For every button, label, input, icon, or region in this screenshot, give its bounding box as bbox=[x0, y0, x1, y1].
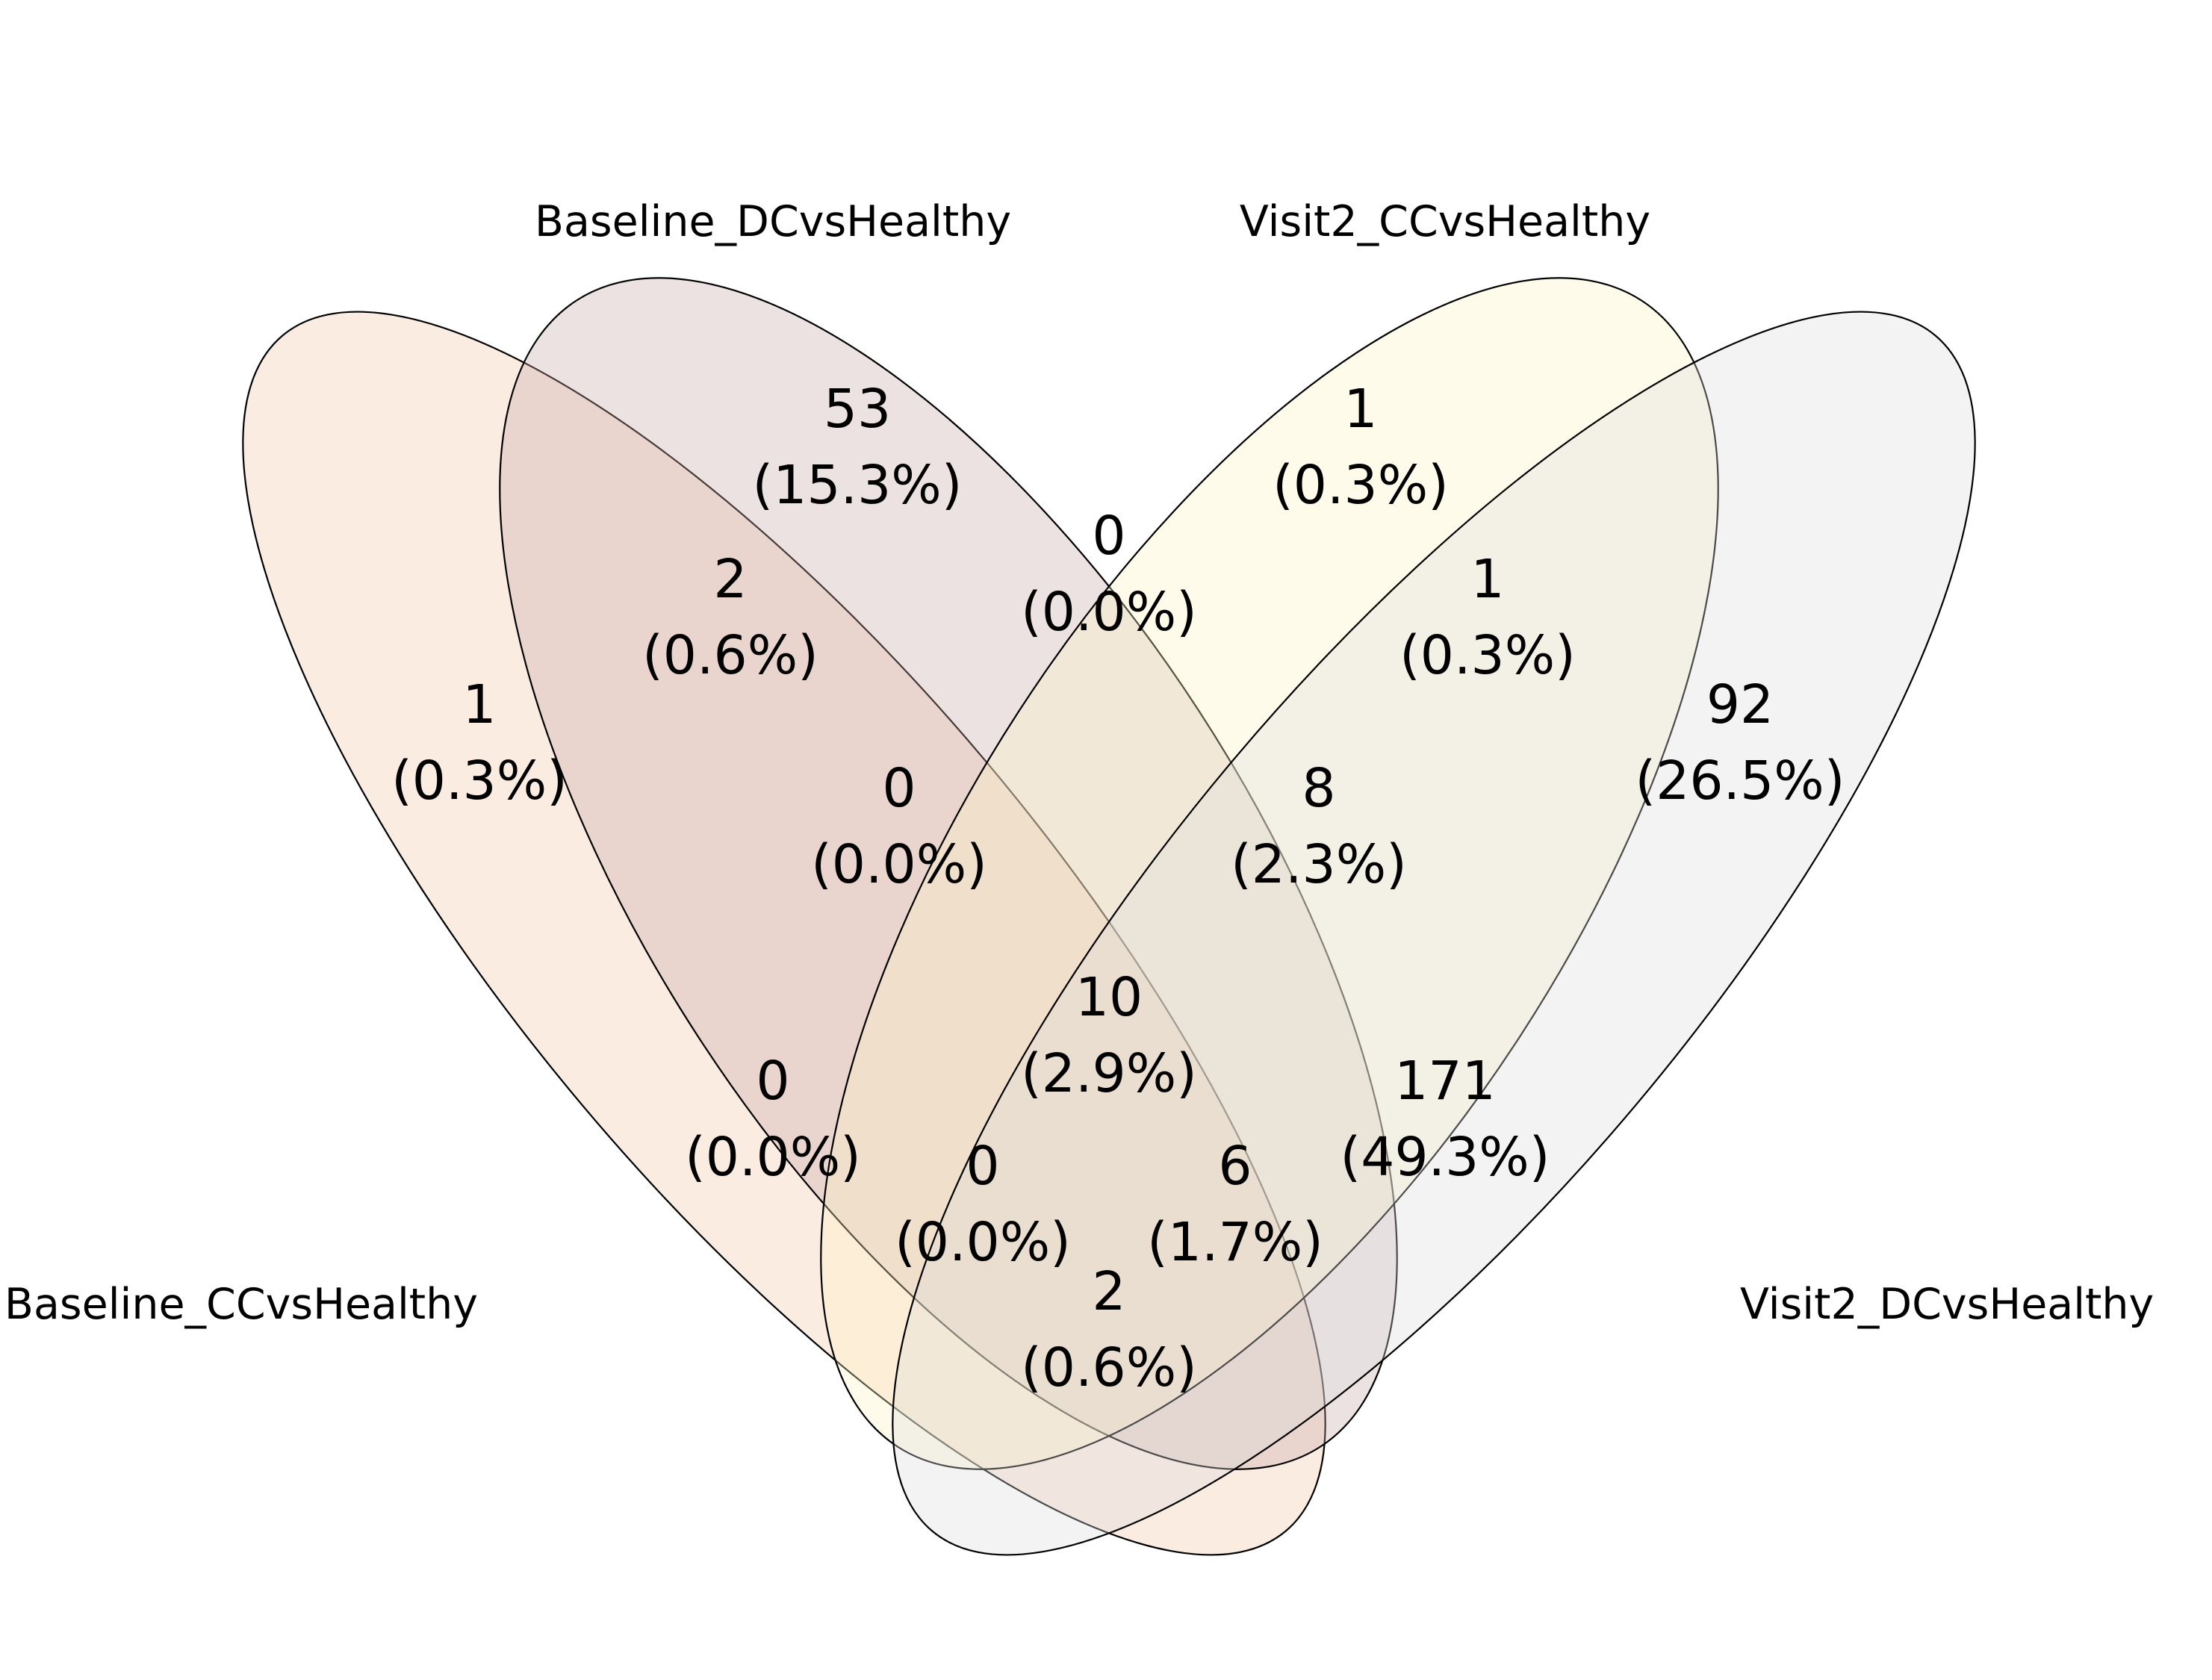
set-label-visit2-ccvshealthy: Visit2_CCvsHealthy bbox=[1240, 197, 1650, 246]
region-percent: (0.3%) bbox=[1399, 624, 1576, 686]
region-percent: (49.3%) bbox=[1340, 1126, 1550, 1188]
region-percent: (1.7%) bbox=[1147, 1211, 1323, 1273]
set-label-baseline-ccvshealthy: Baseline_CCvsHealthy bbox=[4, 1280, 478, 1329]
region-percent: (0.0%) bbox=[811, 833, 987, 895]
region-count: 171 bbox=[1394, 1050, 1496, 1112]
region-percent: (0.6%) bbox=[1021, 1337, 1197, 1399]
region-count: 1 bbox=[1470, 548, 1504, 610]
set-label-baseline-dcvshealthy: Baseline_DCvsHealthy bbox=[535, 197, 1011, 246]
region-count: 92 bbox=[1706, 673, 1774, 735]
set-label-visit2-dcvshealthy: Visit2_DCvsHealthy bbox=[1740, 1280, 2154, 1329]
set-shapes bbox=[79, 138, 2138, 1680]
region-count: 2 bbox=[1092, 1260, 1125, 1322]
region-percent: (2.9%) bbox=[1021, 1042, 1197, 1104]
region-count: 1 bbox=[462, 673, 496, 735]
region-percent: (0.0%) bbox=[685, 1126, 861, 1188]
region-percent: (0.6%) bbox=[642, 624, 818, 686]
region-count: 0 bbox=[1092, 505, 1125, 567]
region-count: 1 bbox=[1343, 378, 1377, 440]
region-percent: (0.3%) bbox=[1273, 454, 1449, 516]
region-percent: (0.0%) bbox=[1021, 581, 1197, 643]
region-percent: (0.3%) bbox=[391, 750, 568, 812]
region-count: 0 bbox=[756, 1050, 789, 1112]
region-count: 10 bbox=[1075, 966, 1143, 1028]
region-count: 0 bbox=[966, 1135, 999, 1197]
region-percent: (0.0%) bbox=[895, 1211, 1071, 1273]
region-percent: (2.3%) bbox=[1231, 833, 1407, 895]
region-percent: (26.5%) bbox=[1635, 750, 1845, 812]
region-percent: (15.3%) bbox=[753, 454, 963, 516]
region-count: 2 bbox=[713, 548, 747, 610]
region-count: 0 bbox=[882, 757, 916, 819]
region-count: 8 bbox=[1302, 757, 1335, 819]
region-count: 6 bbox=[1218, 1135, 1252, 1197]
region-count: 53 bbox=[824, 378, 891, 440]
